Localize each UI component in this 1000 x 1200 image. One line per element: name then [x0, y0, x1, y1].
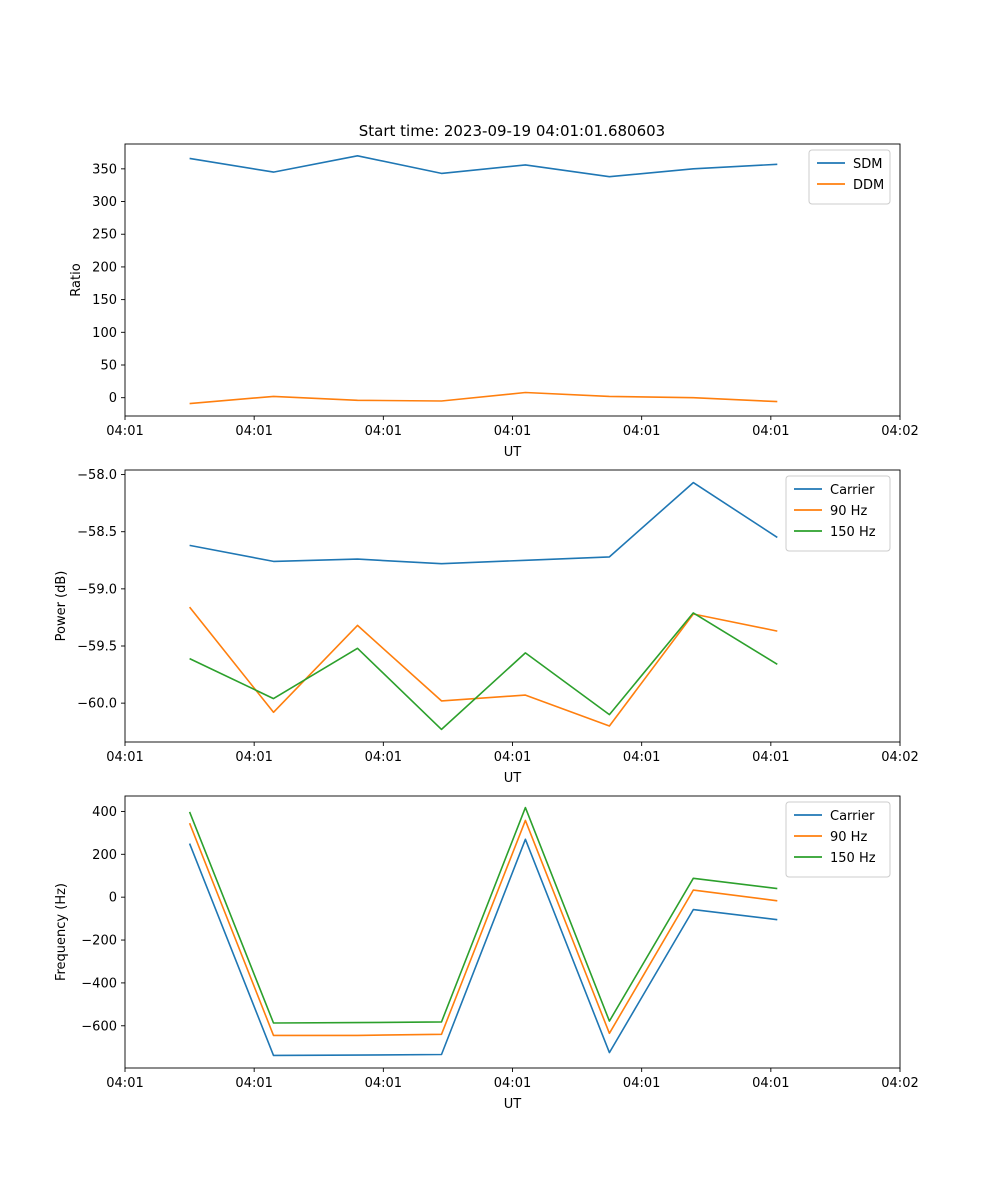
frequency-x-tick-label: 04:01 [365, 1076, 402, 1091]
frequency-x-tick-label: 04:01 [623, 1076, 660, 1091]
ratio-x-tick-label: 04:01 [106, 424, 143, 439]
frequency-y-axis-label: Frequency (Hz) [54, 883, 69, 981]
power-panel: 04:01 04:01 04:01 04:01 04:01 04:01 04:02 −60.0… [54, 468, 919, 786]
frequency-x-axis-label: UT [504, 1097, 522, 1112]
power-x-tick-label: 04:01 [365, 750, 402, 765]
frequency-legend-label-90-hz: 90 Hz [830, 830, 867, 845]
frequency-series-carrier-line [188, 838, 778, 1057]
frequency-x-tick-label: 04:01 [106, 1076, 143, 1091]
frequency-series-90-hz-line [188, 819, 778, 1037]
ratio-y-tick-label: 150 [92, 293, 117, 308]
frequency-panel: 04:01 04:01 04:01 04:01 04:01 04:01 04:02 −600 −… [54, 795, 919, 1112]
power-y-tick-label: −59.5 [77, 640, 117, 655]
ratio-y-tick-label: 300 [92, 195, 117, 210]
power-y-tick-label: −59.0 [77, 582, 117, 597]
ratio-x-tick-label: 04:01 [623, 424, 660, 439]
frequency-y-tick-label: −600 [81, 1019, 117, 1034]
frequency-y-tick-label: −400 [81, 976, 117, 991]
ratio-series-ddm-line [189, 391, 778, 405]
power-legend-label-150-hz: 150 Hz [830, 525, 876, 540]
power-series-90-hz-line [188, 606, 778, 727]
ratio-y-tick-label: 100 [92, 326, 117, 341]
frequency-y-tick-label: 200 [92, 848, 117, 863]
frequency-x-tick-label: 04:02 [881, 1076, 918, 1091]
power-x-tick-label: 04:01 [494, 750, 531, 765]
power-y-tick-label: −60.0 [77, 697, 117, 712]
ratio-legend: SDM DDM [808, 149, 891, 205]
power-series-carrier-line [189, 481, 778, 565]
frequency-x-tick-label: 04:01 [494, 1076, 531, 1091]
power-x-tick-label: 04:02 [881, 750, 918, 765]
ratio-x-tick-label: 04:01 [235, 424, 272, 439]
ratio-y-tick-label: 350 [92, 162, 117, 177]
ratio-y-axis-label: Ratio [69, 263, 84, 296]
ratio-series-sdm-line [189, 155, 778, 178]
ratio-y-tick-label: 250 [92, 228, 117, 243]
power-y-axis-label: Power (dB) [54, 571, 69, 642]
frequency-x-tick-label: 04:01 [235, 1076, 272, 1091]
power-legend-label-carrier: Carrier [830, 483, 875, 498]
power-y-tick-label: −58.0 [77, 468, 117, 483]
power-x-tick-label: 04:01 [752, 750, 789, 765]
frequency-legend-box [785, 801, 891, 878]
power-x-tick-label: 04:01 [623, 750, 660, 765]
power-legend-box [785, 475, 891, 552]
power-x-axis-label: UT [504, 771, 522, 786]
frequency-y-tick-label: −200 [81, 934, 117, 949]
ratio-x-tick-label: 04:01 [752, 424, 789, 439]
power-y-tick-label: −58.5 [77, 525, 117, 540]
ratio-y-tick-label: 200 [92, 260, 117, 275]
frequency-legend-label-carrier: Carrier [830, 809, 875, 824]
frequency-x-tick-label: 04:01 [752, 1076, 789, 1091]
ratio-x-tick-label: 04:01 [494, 424, 531, 439]
ratio-legend-label-ddm: DDM [853, 178, 884, 193]
frequency-y-tick-label: 0 [109, 891, 117, 906]
frequency-legend: Carrier 90 Hz 150 Hz [785, 801, 891, 878]
power-x-tick-label: 04:01 [235, 750, 272, 765]
ratio-y-tick-label: 0 [109, 391, 117, 406]
ratio-panel: 04:01 04:01 04:01 04:01 04:01 04:01 04:02 0 50 10… [69, 143, 919, 460]
frequency-y-tick-label: 400 [92, 805, 117, 820]
power-legend-label-90-hz: 90 Hz [830, 504, 867, 519]
ratio-y-tick-label: 50 [100, 359, 117, 374]
ratio-x-tick-label: 04:01 [365, 424, 402, 439]
ratio-x-axis-label: UT [504, 445, 522, 460]
figure-title: Start time: 2023-09-19 04:01:01.680603 [359, 122, 665, 140]
ratio-x-tick-label: 04:02 [881, 424, 918, 439]
frequency-legend-label-150-hz: 150 Hz [830, 851, 876, 866]
power-x-tick-label: 04:01 [106, 750, 143, 765]
ratio-legend-label-sdm: SDM [853, 157, 882, 172]
frequency-series-150-hz-line [188, 806, 778, 1024]
power-legend: Carrier 90 Hz 150 Hz [785, 475, 891, 552]
power-series-150-hz-line [189, 612, 778, 731]
